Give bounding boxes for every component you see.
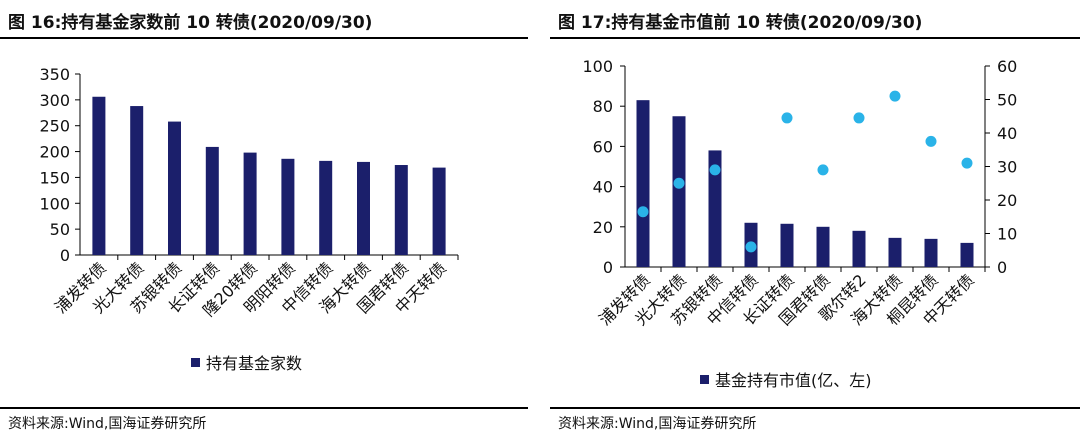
y2-tick-label: 60 [997, 57, 1017, 76]
y-tick-label: 100 [39, 194, 70, 213]
legend-marker [700, 375, 709, 384]
y2-tick-label: 50 [997, 91, 1017, 110]
y2-tick-label: 30 [997, 158, 1017, 177]
scatter-point [889, 90, 901, 102]
bar [888, 237, 902, 267]
bar [672, 116, 686, 267]
title-rule [0, 37, 528, 39]
y-tick-label: 0 [60, 246, 70, 265]
bar [319, 160, 333, 255]
scatter-point [673, 177, 685, 189]
title-rule [550, 37, 1080, 39]
y2-tick-label: 20 [997, 191, 1017, 210]
y-tick-label: 250 [39, 117, 70, 136]
scatter-point [709, 164, 721, 176]
bar [924, 238, 938, 267]
legend-label: 持有基金家数 [206, 354, 302, 373]
bar [636, 100, 650, 267]
y-tick-label: 80 [593, 97, 613, 116]
bar [394, 165, 408, 255]
chart-panel-left: 图 16:持有基金家数前 10 转债(2020/09/30) 0 50 100 150… [0, 0, 528, 443]
y-tick-label: 150 [39, 168, 70, 187]
bar [816, 226, 830, 267]
source-rule [0, 407, 528, 409]
bar [205, 146, 219, 255]
legend-label: 基金持有市值(亿、左) [715, 371, 872, 390]
scatter-point [745, 241, 757, 253]
bar-chart-fund-market-value: 0204060801000102030405060浦发转债光大转债苏银转债中信转… [582, 57, 1017, 390]
scatter-point [961, 157, 973, 169]
y-tick-label: 350 [39, 65, 70, 84]
bar [432, 167, 446, 255]
y2-tick-label: 10 [997, 225, 1017, 244]
y-tick-label: 300 [39, 91, 70, 110]
y-tick-label: 100 [582, 57, 613, 76]
source-note: 资料来源:Wind,国海证券研究所 [8, 416, 207, 432]
bar [168, 121, 181, 255]
bar [780, 223, 794, 267]
y2-tick-label: 40 [997, 124, 1017, 143]
scatter-point [637, 206, 649, 218]
bar [130, 106, 144, 255]
y-tick-label: 60 [593, 137, 613, 156]
scatter-point [853, 112, 865, 124]
source-rule [550, 407, 1080, 409]
bar [852, 230, 866, 267]
y2-tick-label: 0 [997, 258, 1007, 277]
scatter-point [925, 135, 937, 147]
figure-title: 图 16:持有基金家数前 10 转债(2020/09/30) [8, 13, 373, 33]
bar [243, 152, 257, 255]
y-tick-label: 50 [50, 220, 70, 239]
bar [281, 158, 295, 255]
chart-panel-right: 图 17:持有基金市值前 10 转债(2020/09/30) 0 20 40 60 80… [550, 0, 1080, 443]
bar [960, 242, 974, 267]
y-tick-label: 200 [39, 143, 70, 162]
figure-title: 图 17:持有基金市值前 10 转债(2020/09/30) [558, 13, 923, 33]
y-tick-label: 20 [593, 218, 613, 237]
y-tick-label: 0 [603, 258, 613, 277]
y-tick-label: 40 [593, 178, 613, 197]
source-note: 资料来源:Wind,国海证券研究所 [558, 416, 757, 432]
legend-marker [191, 358, 200, 367]
scatter-point [781, 112, 793, 124]
bar-chart-fund-count: 050100150200250300350浦发转债光大转债苏银转债长证转债隆20… [39, 65, 459, 373]
bar [708, 150, 722, 267]
scatter-point [817, 164, 829, 176]
bar [92, 96, 106, 255]
bar [357, 161, 370, 255]
